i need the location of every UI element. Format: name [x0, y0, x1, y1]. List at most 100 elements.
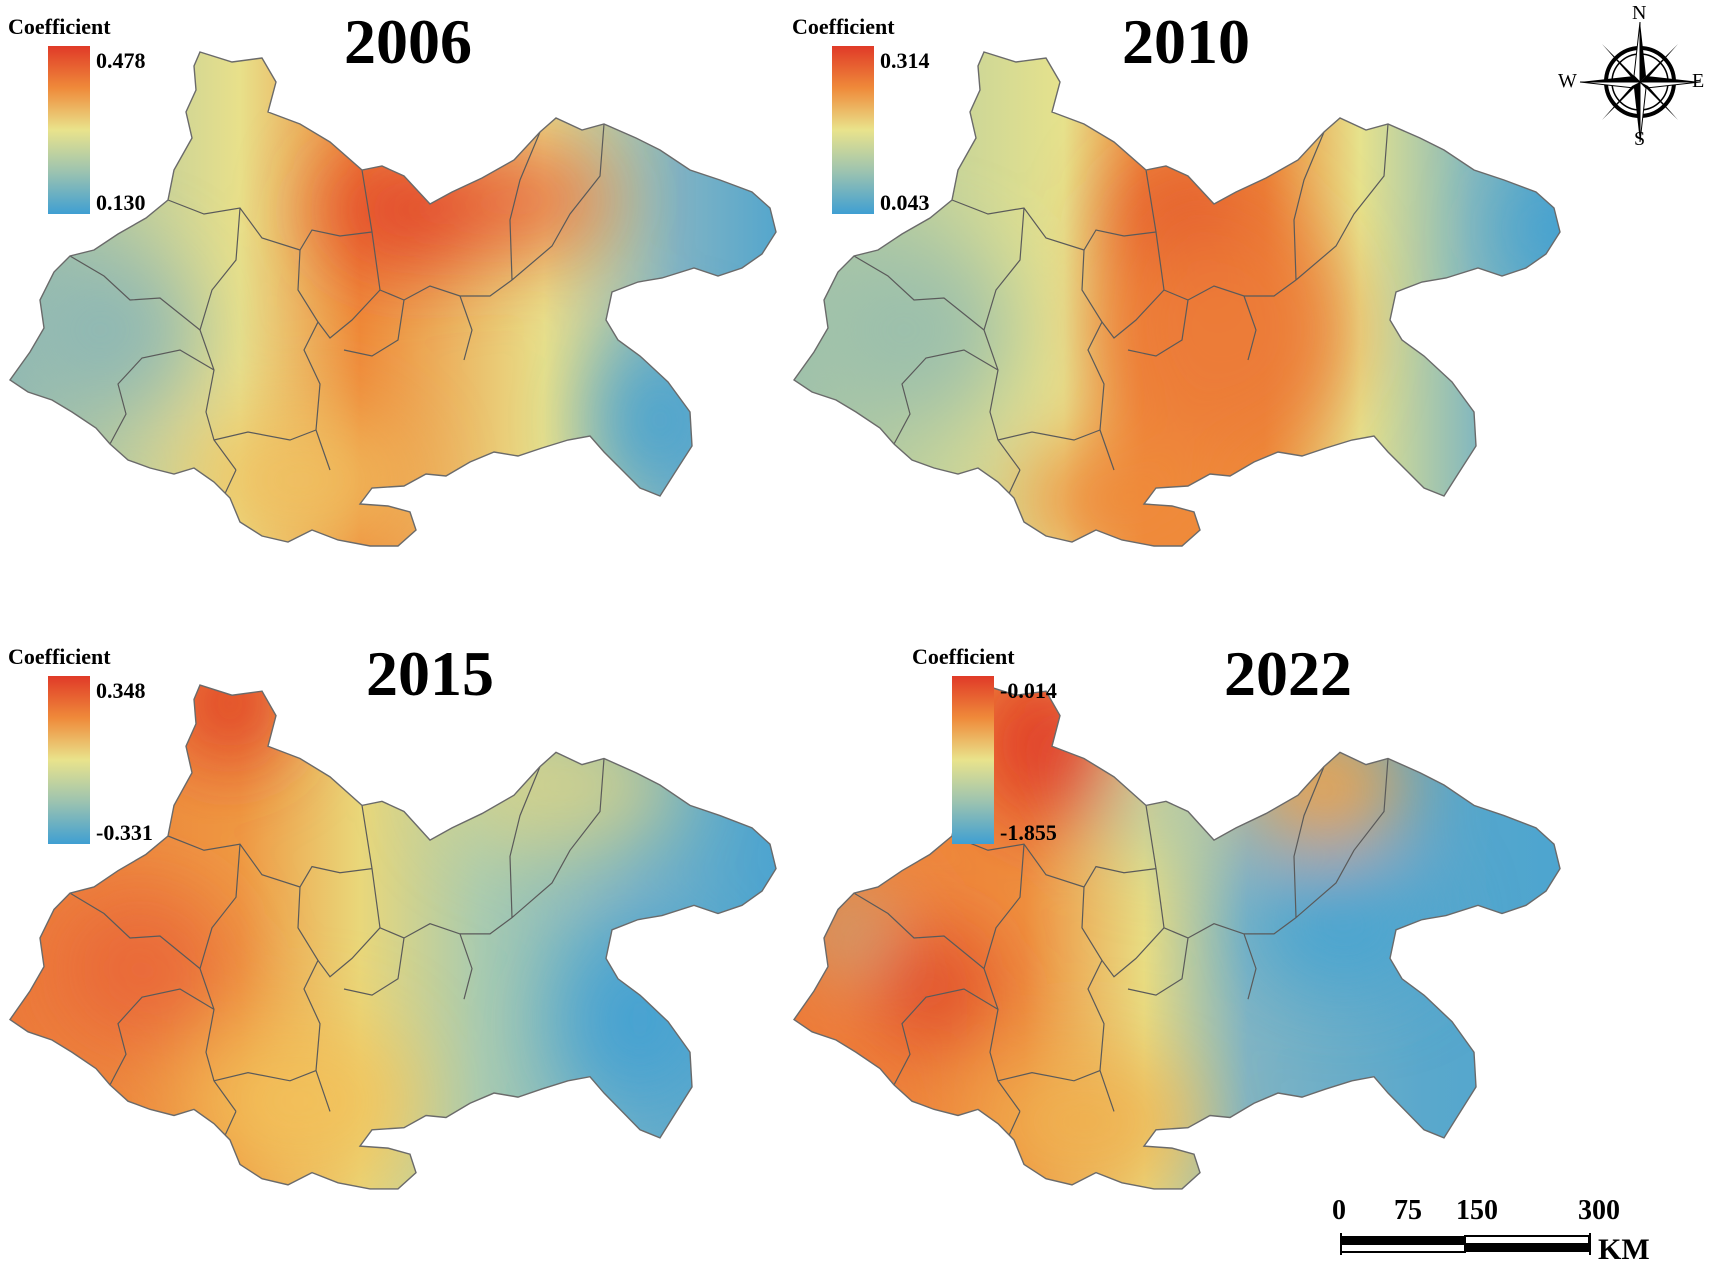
map-panel-2015: 2015 Coefficient 0.348 -0.331: [0, 630, 856, 1250]
legend-max-value: 0.348: [96, 678, 146, 703]
province-boundary: [509, 131, 541, 281]
province-boundary: [983, 844, 1025, 1112]
province-boundary: [1145, 169, 1297, 301]
province-boundary: [69, 892, 201, 970]
surface-blob: [440, 713, 680, 857]
province-boundary: [297, 886, 331, 1112]
province-boundary: [1127, 299, 1189, 357]
region-outline: [793, 684, 1561, 1190]
surface-blob: [1024, 440, 1224, 546]
province-boundary: [951, 199, 1157, 251]
province-boundary: [951, 835, 1157, 888]
surface-blob: [190, 1019, 410, 1183]
province-boundary: [1295, 123, 1389, 281]
legend-max-value: 0.314: [880, 48, 930, 73]
surface-blob: [1104, 754, 1224, 857]
compass-rose-icon: [1579, 21, 1701, 143]
compass-south-label: S: [1634, 128, 1646, 150]
map-2010: [793, 51, 1561, 547]
province-boundary: [509, 766, 541, 918]
surface-blob: [874, 927, 994, 1051]
legend-color-ramp: [832, 46, 874, 214]
legend: Coefficient 0.478 0.130: [8, 14, 168, 215]
province-boundary: [69, 255, 201, 331]
surface-blob: [10, 250, 190, 410]
north-arrow-compass: N S E W: [1558, 2, 1706, 150]
legend-color-ramp: [952, 676, 994, 844]
scale-tick-label: 300: [1578, 1195, 1620, 1226]
province-boundary: [199, 844, 241, 1112]
compass-north-label: N: [1632, 2, 1647, 24]
legend: Coefficient -0.014 -1.855: [912, 644, 1072, 845]
province-boundary: [317, 927, 381, 978]
province-boundary: [1101, 289, 1165, 339]
region-outline: [793, 51, 1561, 547]
map-panel-2010: 2010 Coefficient 0.314 0.043: [784, 0, 1640, 600]
map-title: 2022: [1224, 638, 1352, 709]
province-boundary: [1081, 886, 1115, 1112]
legend-min-value: 0.130: [96, 190, 146, 215]
scale-bar: 0 75 150 300 KM: [1332, 1195, 1700, 1266]
province-boundary: [109, 988, 215, 1086]
surface-blob: [1244, 723, 1404, 847]
surface-blob: [1104, 210, 1344, 450]
surface-blob: [814, 897, 874, 959]
surface-blob: [974, 1050, 1194, 1189]
legend-title: Coefficient: [792, 14, 895, 39]
province-boundary: [459, 295, 473, 361]
province-boundary: [1295, 758, 1389, 919]
scale-tick-label: 75: [1394, 1195, 1422, 1226]
scale-unit-label: KM: [1598, 1233, 1650, 1266]
map-title: 2015: [366, 638, 494, 709]
compass-east-label: E: [1692, 70, 1705, 92]
surface-blob: [170, 685, 290, 765]
map-2022: [793, 684, 1561, 1190]
province-boundary: [997, 1070, 1101, 1082]
province-boundary: [213, 1070, 317, 1082]
province-boundary: [361, 805, 513, 939]
region-outline: [9, 51, 777, 547]
legend: Coefficient 0.314 0.043: [792, 14, 952, 215]
map-2006: [9, 51, 777, 547]
province-boundary: [893, 988, 999, 1086]
province-boundary: [511, 758, 605, 919]
scale-tick-label: 0: [1332, 1195, 1346, 1226]
province-boundary: [317, 289, 381, 339]
province-boundary: [983, 207, 1025, 471]
surface-blob: [1254, 866, 1434, 989]
province-boundary: [893, 349, 999, 445]
legend: Coefficient 0.348 -0.331: [8, 644, 168, 845]
scale-bar-graphic: [1340, 1233, 1591, 1255]
surface-blob: [190, 410, 410, 546]
legend-color-ramp: [48, 676, 90, 844]
province-boundary: [213, 429, 317, 441]
map-panel-2006: 2006 Coefficient 0.478 0.130: [0, 0, 856, 600]
province-boundary: [199, 207, 241, 471]
region-outline: [9, 684, 777, 1190]
province-boundary: [511, 123, 605, 281]
legend-min-value: 0.043: [880, 190, 930, 215]
map-title: 2010: [1122, 6, 1250, 77]
province-boundary: [1293, 131, 1325, 281]
map-2015: [9, 684, 777, 1190]
province-boundary: [343, 299, 405, 357]
legend-color-ramp: [48, 46, 90, 214]
map-panel-2022: 2022 Coefficient -0.014 -1.855: [784, 630, 1640, 1250]
surface-blob: [560, 927, 720, 1112]
province-boundary: [1145, 805, 1297, 939]
legend-min-value: -0.331: [96, 820, 153, 845]
province-boundary: [361, 169, 513, 301]
province-boundary: [167, 199, 373, 251]
surface-blob: [450, 140, 610, 260]
province-boundary: [1293, 766, 1325, 918]
province-boundary: [1127, 937, 1189, 996]
province-boundary: [1243, 295, 1257, 361]
province-boundary: [343, 937, 405, 996]
surface-blob: [1504, 188, 1560, 268]
compass-west-label: W: [1558, 70, 1577, 92]
legend-title: Coefficient: [912, 644, 1015, 669]
legend-min-value: -1.855: [1000, 820, 1057, 845]
province-boundary: [109, 349, 215, 445]
province-boundary: [459, 933, 473, 1000]
scale-tick-label: 150: [1456, 1195, 1498, 1226]
